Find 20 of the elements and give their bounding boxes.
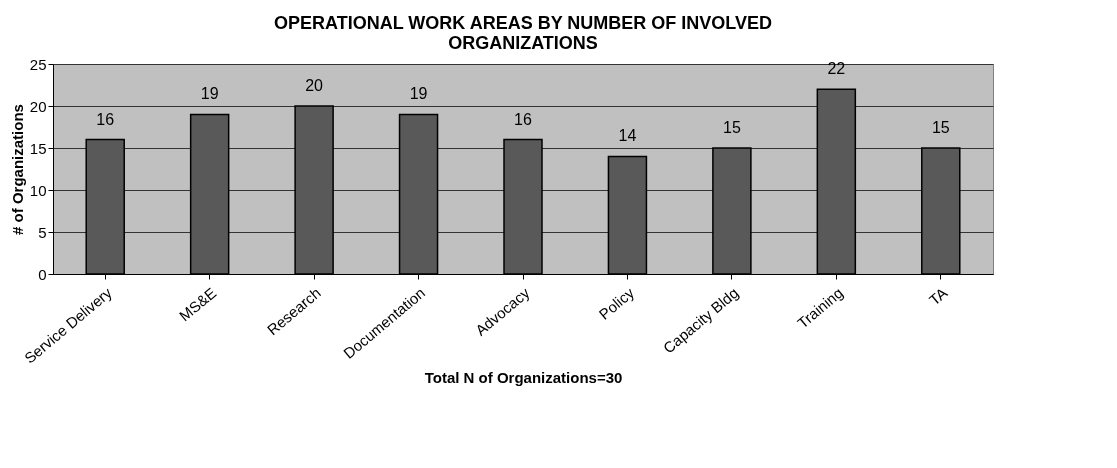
data-label: 16	[514, 110, 532, 128]
y-axis-title: # of Organizations	[8, 104, 26, 235]
data-label: 15	[722, 119, 741, 136]
data-label: 19	[200, 85, 219, 103]
data-label: 14	[618, 127, 637, 145]
x-axis-title: Total N of Organizations=30	[424, 368, 623, 386]
y-tick-label: 10	[29, 181, 47, 199]
text: OPERATIONAL WORK AREAS BY NUMBER OF INVOLVED	[273, 13, 773, 33]
data-label: 19	[409, 85, 428, 103]
data-label: 20	[305, 77, 324, 94]
y-tick-label: 20	[29, 97, 47, 115]
data-label: 15	[931, 119, 950, 136]
y-tick-label: 15	[29, 139, 47, 157]
data-label: 22	[827, 60, 846, 78]
y-tick-label: 0	[38, 265, 47, 283]
y-tick-label: 5	[38, 223, 47, 241]
x-tick-label: TA	[925, 283, 951, 309]
y-tick-label: 25	[29, 55, 47, 73]
text: ORGANIZATIONS	[448, 33, 598, 53]
data-label: 16	[96, 110, 115, 128]
